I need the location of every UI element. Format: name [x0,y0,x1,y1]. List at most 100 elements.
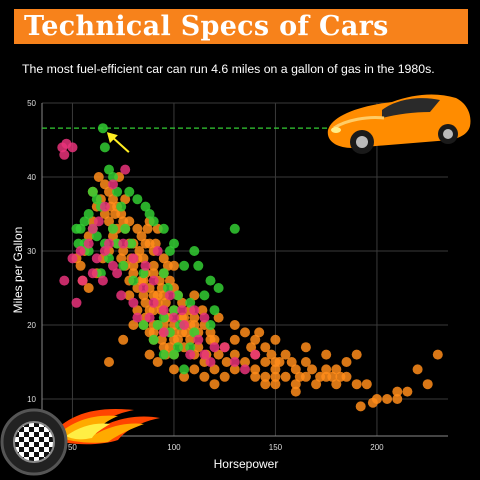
data-points [57,123,443,412]
data-point [140,201,151,212]
data-point [83,238,94,249]
data-point [290,364,301,375]
data-point [199,290,210,301]
data-point [179,364,190,375]
data-point [120,223,131,234]
data-point [300,357,311,367]
data-point [185,297,196,308]
data-point [148,334,159,345]
checker-square [34,432,39,437]
checker-square [19,437,24,442]
data-point [185,334,196,345]
data-point [93,216,104,227]
data-point [148,305,159,316]
data-point [140,238,151,249]
data-point [193,260,204,271]
data-point [209,364,220,375]
arrow-head [106,132,118,144]
data-point [128,297,139,308]
data-point [209,334,220,345]
data-point [104,253,114,264]
data-point [185,342,196,353]
data-point [402,386,413,397]
data-point [229,349,240,360]
data-point [173,334,183,345]
data-point [193,342,204,353]
data-point [152,320,163,330]
data-point [75,246,86,256]
data-point [158,268,169,279]
checker-square [39,457,44,462]
data-point [138,283,149,293]
data-point [169,364,179,375]
data-point [266,349,277,360]
data-point [392,386,403,397]
data-point [152,357,163,367]
data-point [209,305,220,316]
checkered-wheel-icon [0,408,68,476]
data-point [104,186,114,197]
data-point [83,246,94,256]
data-point [162,260,173,271]
data-point [361,379,372,390]
data-point [164,342,175,353]
data-point [116,290,127,301]
data-point [112,268,123,279]
data-point [229,223,240,234]
data-point [260,371,271,382]
checker-square [39,427,44,432]
data-point [148,216,159,227]
data-point [229,320,240,330]
data-point [136,231,147,242]
data-point [120,194,131,205]
data-point [254,327,265,338]
data-point [87,268,98,279]
data-point [144,209,155,219]
data-point [138,320,149,330]
data-point [104,164,114,175]
data-point [260,379,271,390]
data-point [205,327,216,338]
data-point [158,253,169,264]
data-point [77,275,88,286]
data-point [148,275,159,286]
data-point [91,231,102,242]
data-point [132,305,143,316]
data-point [67,253,78,264]
data-point [335,371,346,382]
checker-square [14,442,19,447]
data-point [205,357,216,367]
data-point [189,327,200,338]
data-point [173,342,183,353]
data-point [120,164,131,175]
data-point [128,253,139,264]
data-point [128,320,139,330]
data-point [118,334,129,345]
data-point [158,305,169,316]
checker-square [44,442,49,447]
data-point [124,186,135,197]
data-point [229,334,240,345]
data-point [71,223,82,234]
y-axis-label: Miles per Gallon [11,227,25,314]
chart-subtitle: The most fuel-efficient car can run 4.6 … [22,62,435,76]
checker-square [49,437,54,442]
y-tick-label: 30 [27,247,36,256]
data-point [270,364,281,375]
data-point [280,371,291,382]
data-point [185,349,196,360]
checker-square [24,432,29,437]
data-point [128,268,139,279]
data-point [250,334,261,345]
data-point [199,312,210,323]
data-point [422,379,433,390]
data-point [158,349,169,360]
data-point [213,349,224,360]
data-point [270,334,281,345]
data-point [213,283,224,293]
x-tick-label: 150 [269,443,283,452]
data-point [173,290,183,301]
data-point [132,194,143,205]
data-point [331,364,342,375]
